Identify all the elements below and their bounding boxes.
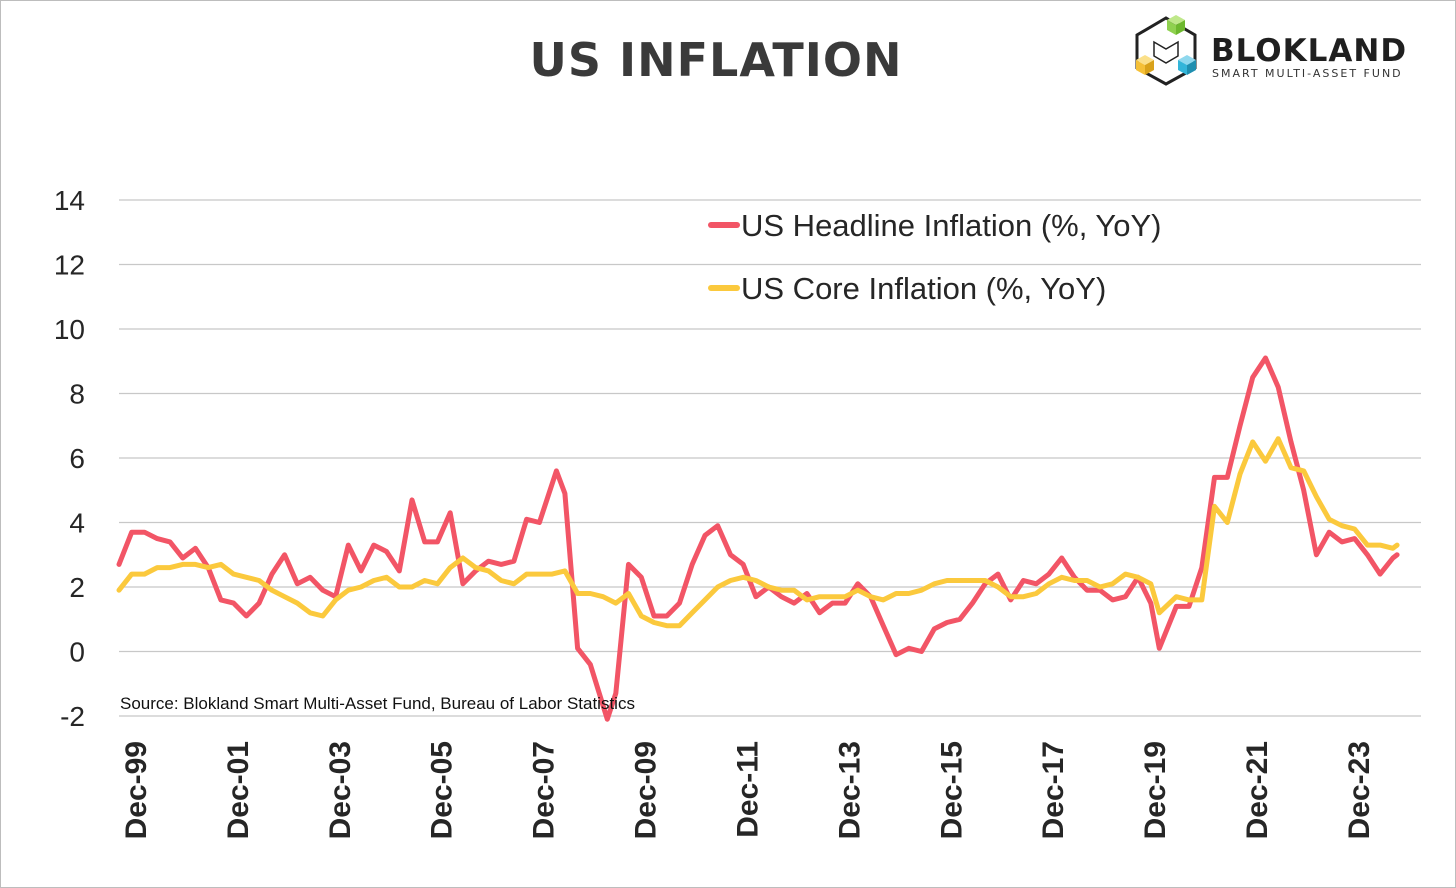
core-inflation-line <box>116 436 1400 629</box>
headline-inflation-line <box>116 355 1400 722</box>
y-tick-label: 2 <box>69 572 85 603</box>
brand-name: BLOKLAND <box>1211 33 1407 69</box>
x-tick-label: Dec-99 <box>120 741 153 839</box>
x-tick-label: Dec-11 <box>731 741 764 838</box>
y-tick-label: 0 <box>69 637 85 668</box>
brand-logo: BLOKLAND SMART MULTI-ASSET FUND <box>1135 15 1407 86</box>
x-tick-label: Dec-09 <box>630 741 663 839</box>
y-tick-label: 10 <box>54 314 85 345</box>
y-tick-label: 12 <box>54 250 85 281</box>
legend-item: US Core Inflation (%, YoY) <box>708 271 1106 306</box>
y-tick-label: -2 <box>60 701 85 732</box>
y-tick-label: 4 <box>69 508 85 539</box>
x-tick-label: Dec-03 <box>324 741 357 839</box>
source-note: Source: Blokland Smart Multi-Asset Fund,… <box>120 694 635 713</box>
x-tick-label: Dec-23 <box>1343 741 1376 839</box>
y-tick-label: 8 <box>69 379 85 410</box>
x-tick-label: Dec-19 <box>1139 741 1172 839</box>
x-tick-label: Dec-13 <box>833 741 866 839</box>
chart-title: US INFLATION <box>530 33 903 87</box>
x-tick-label: Dec-07 <box>528 741 561 839</box>
x-tick-label: Dec-15 <box>935 741 968 839</box>
legend: US Headline Inflation (%, YoY) US Core In… <box>708 208 1161 306</box>
legend-label: US Headline Inflation (%, YoY) <box>741 208 1161 243</box>
legend-label: US Core Inflation (%, YoY) <box>741 271 1106 306</box>
brand-tagline: SMART MULTI-ASSET FUND <box>1212 67 1403 80</box>
x-axis-ticks: Dec-99 Dec-01 Dec-03 Dec-05 Dec-07 Dec-09 Dec-… <box>120 741 1376 839</box>
series-lines <box>116 355 1400 722</box>
y-axis-ticks: -2 0 2 4 6 8 10 12 14 <box>54 185 85 732</box>
x-tick-label: Dec-17 <box>1037 741 1070 839</box>
legend-item: US Headline Inflation (%, YoY) <box>708 208 1161 243</box>
x-tick-label: Dec-01 <box>222 741 255 839</box>
x-tick-label: Dec-21 <box>1241 741 1274 839</box>
x-tick-label: Dec-05 <box>426 741 459 839</box>
cube-icon <box>1135 15 1197 86</box>
y-tick-label: 14 <box>54 185 85 216</box>
y-tick-label: 6 <box>69 443 85 474</box>
